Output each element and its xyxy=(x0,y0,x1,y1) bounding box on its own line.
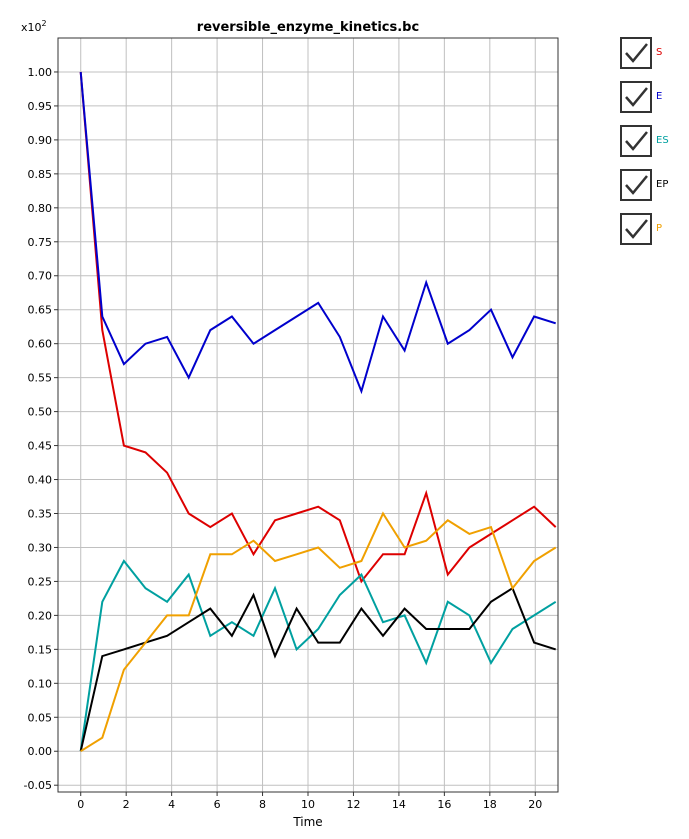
y-tick-label: 0.55 xyxy=(28,372,53,385)
y-tick-label: 0.30 xyxy=(28,541,53,554)
x-tick-label: 12 xyxy=(346,798,360,811)
y-axis-multiplier: x102 xyxy=(21,19,47,34)
legend: S E ES EP P xyxy=(620,37,680,257)
series-line-es xyxy=(79,559,557,752)
y-tick-label: 0.85 xyxy=(28,168,53,181)
series-line-s xyxy=(79,71,557,584)
legend-label: EP xyxy=(656,179,669,190)
legend-label: S xyxy=(656,47,663,58)
y-tick-label: 0.25 xyxy=(28,575,53,588)
checkmark-icon xyxy=(625,87,648,107)
y-axis-ticks: -0.05 0.00 0.05 0.10 0.15 0.20 0.25 0.30 0.35 0.4… xyxy=(24,66,58,792)
checkmark-icon xyxy=(625,219,648,239)
x-tick-label: 14 xyxy=(392,798,406,811)
y-tick-label: 0.05 xyxy=(28,711,53,724)
y-tick-label: 0.20 xyxy=(28,609,53,622)
y-tick-label: 0.65 xyxy=(28,304,53,317)
series-line-ep xyxy=(79,586,557,752)
y-tick-label: 0.40 xyxy=(28,474,53,487)
y-tick-label: 0.35 xyxy=(28,507,53,520)
x-tick-label: 2 xyxy=(123,798,130,811)
y-tick-label: 0.80 xyxy=(28,202,53,215)
x-axis-label: Time xyxy=(292,815,322,829)
y-tick-label: -0.05 xyxy=(24,779,52,792)
x-tick-label: 0 xyxy=(77,798,84,811)
x-tick-label: 6 xyxy=(214,798,221,811)
x-axis-ticks: 0 2 4 6 8 10 12 14 16 18 20 xyxy=(77,792,542,811)
chart-title: reversible_enzyme_kinetics.bc xyxy=(197,20,419,35)
legend-checkbox[interactable] xyxy=(620,125,652,157)
legend-checkbox[interactable] xyxy=(620,169,652,201)
y-tick-label: 0.90 xyxy=(28,134,53,147)
x-tick-label: 20 xyxy=(528,798,542,811)
y-tick-label: 0.50 xyxy=(28,406,53,419)
multiplier-exponent: 2 xyxy=(42,19,47,28)
y-tick-label: 0.95 xyxy=(28,100,53,113)
series-lines xyxy=(79,71,557,753)
y-tick-label: 0.75 xyxy=(28,236,53,249)
x-tick-label: 4 xyxy=(168,798,175,811)
x-tick-label: 10 xyxy=(301,798,315,811)
checkmark-icon xyxy=(625,131,648,151)
series-line-p xyxy=(80,511,557,753)
legend-item-p[interactable]: P xyxy=(620,213,680,257)
y-tick-label: 0.60 xyxy=(28,338,53,351)
y-tick-label: 1.00 xyxy=(28,66,53,79)
y-tick-label: 0.15 xyxy=(28,643,53,656)
y-tick-label: 0.00 xyxy=(28,745,53,758)
y-tick-label: 0.45 xyxy=(28,440,53,453)
legend-item-e[interactable]: E xyxy=(620,81,680,125)
legend-item-s[interactable]: S xyxy=(620,37,680,81)
grid-lines xyxy=(58,38,558,792)
legend-label: ES xyxy=(656,135,669,146)
checkmark-icon xyxy=(625,175,648,195)
x-tick-label: 18 xyxy=(483,798,497,811)
legend-item-es[interactable]: ES xyxy=(620,125,680,169)
y-tick-label: 0.10 xyxy=(28,677,53,690)
multiplier-base: x10 xyxy=(21,21,42,34)
legend-checkbox[interactable] xyxy=(620,81,652,113)
legend-item-ep[interactable]: EP xyxy=(620,169,680,213)
legend-checkbox[interactable] xyxy=(620,213,652,245)
legend-label: P xyxy=(656,223,663,234)
y-tick-label: 0.70 xyxy=(28,270,53,283)
legend-label: E xyxy=(656,91,663,102)
x-tick-label: 8 xyxy=(259,798,266,811)
checkmark-icon xyxy=(625,43,648,63)
x-tick-label: 16 xyxy=(437,798,451,811)
legend-checkbox[interactable] xyxy=(620,37,652,69)
series-line-e xyxy=(79,71,557,395)
